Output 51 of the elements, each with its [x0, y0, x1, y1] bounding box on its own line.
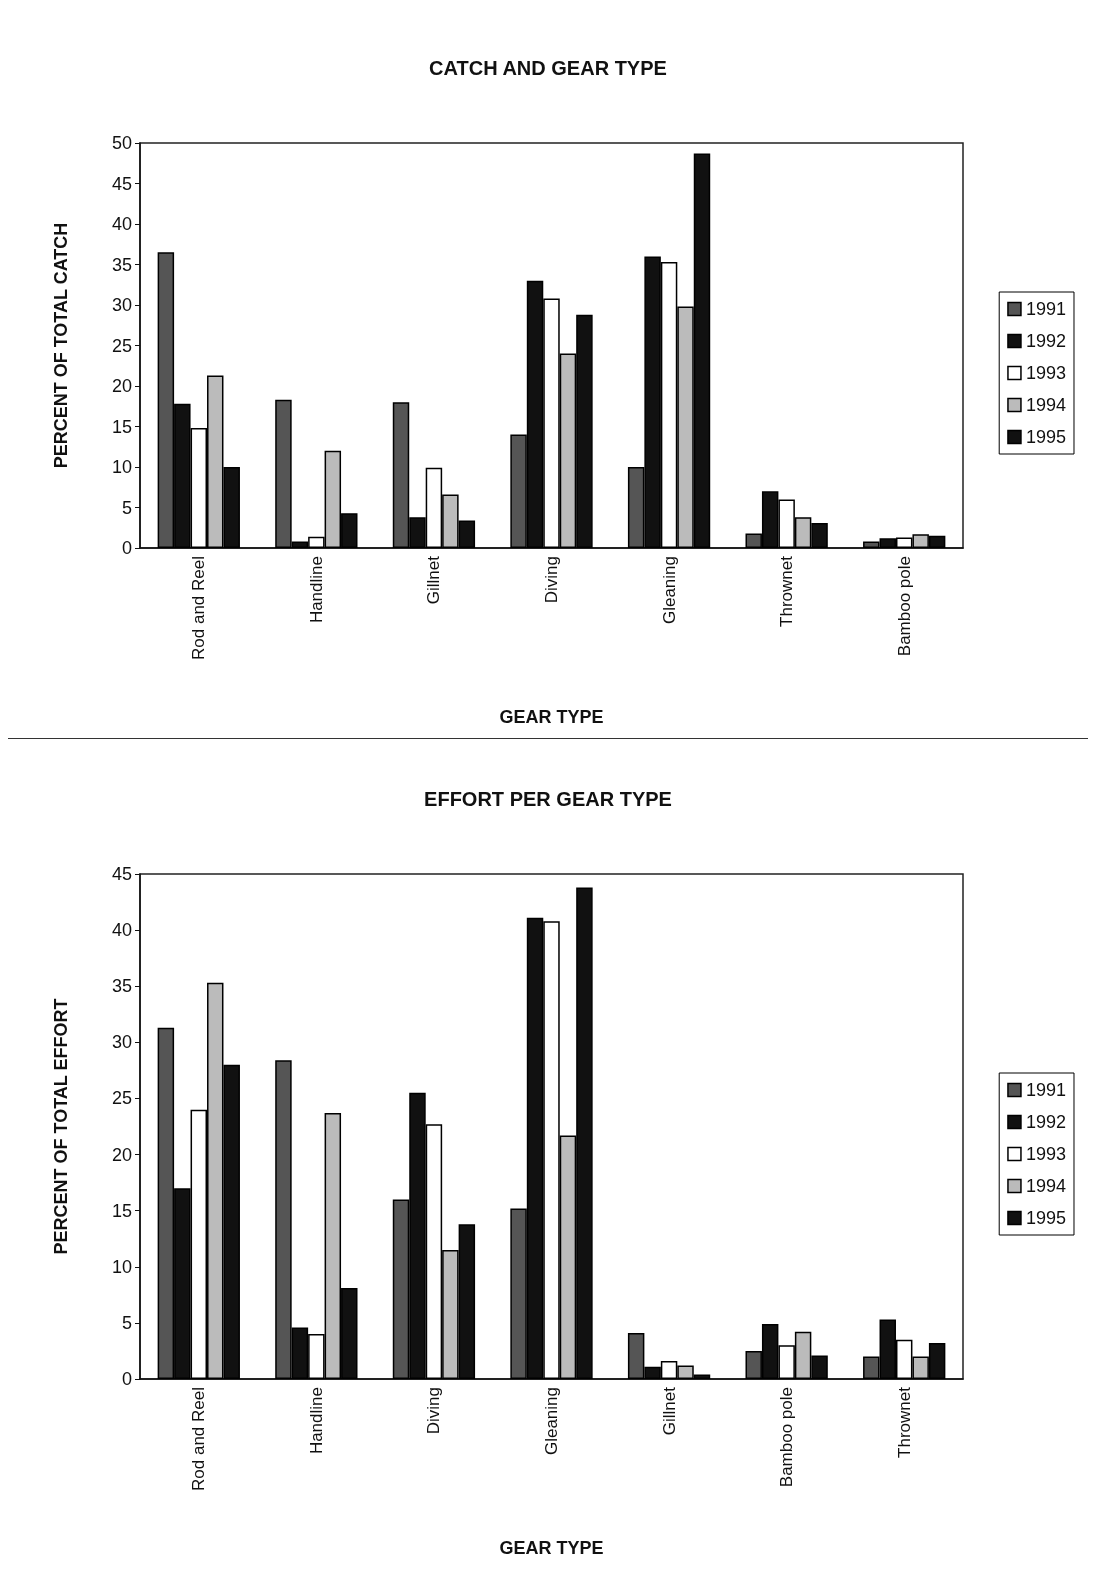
- y-tick-label: 35: [111, 976, 132, 997]
- x-axis-title: GEAR TYPE: [499, 707, 604, 727]
- y-tick-label: 45: [111, 173, 132, 194]
- x-axis-title: GEAR TYPE: [499, 1538, 604, 1558]
- legend-label: 1993: [1025, 363, 1066, 383]
- chart-title: EFFORT PER GEAR TYPE: [424, 788, 672, 810]
- y-tick-label: 30: [111, 295, 132, 315]
- legend-label: 1992: [1025, 331, 1066, 351]
- y-tick-label: 15: [111, 416, 132, 437]
- x-tick-label: Thrownet: [777, 555, 797, 627]
- y-tick-label: 25: [111, 1088, 132, 1109]
- chart-title: CATCH AND GEAR TYPE: [429, 57, 667, 79]
- y-axis-title: PERCENT OF TOTAL EFFORT: [51, 998, 71, 1255]
- x-tick-label: Handline: [306, 1387, 326, 1455]
- y-tick-label: 5: [121, 497, 132, 518]
- legend-label: 1995: [1025, 427, 1066, 447]
- y-tick-label: 10: [111, 457, 132, 477]
- x-tick-label: Rod and Reel: [189, 1387, 209, 1491]
- y-tick-label: 40: [111, 214, 132, 234]
- x-tick-label: Thrownet: [894, 1386, 914, 1458]
- legend-label: 1993: [1025, 1144, 1066, 1164]
- x-tick-label: Gleaning: [542, 1387, 561, 1456]
- y-tick-label: 50: [111, 133, 132, 153]
- y-tick-label: 20: [111, 1144, 132, 1165]
- y-tick-label: 20: [111, 376, 132, 396]
- y-tick-label: 15: [111, 1200, 132, 1221]
- x-tick-label: Gillnet: [424, 555, 444, 605]
- y-tick-label: 10: [111, 1256, 132, 1277]
- y-tick-label: 40: [111, 920, 132, 941]
- legend-label: 1995: [1025, 1208, 1066, 1228]
- legend-label: 1992: [1025, 1112, 1066, 1132]
- y-tick-label: 0: [121, 538, 132, 558]
- y-tick-label: 45: [111, 864, 132, 884]
- y-tick-label: 5: [121, 1312, 132, 1333]
- x-tick-label: Handline: [306, 556, 326, 624]
- legend-label: 1991: [1025, 1080, 1066, 1100]
- legend-label: 1994: [1025, 1176, 1066, 1196]
- y-tick-label: 25: [111, 335, 132, 356]
- y-tick-label: 0: [121, 1369, 132, 1389]
- x-tick-label: Diving: [424, 1387, 444, 1435]
- y-axis-title: PERCENT OF TOTAL CATCH: [51, 222, 71, 469]
- legend-label: 1991: [1025, 299, 1066, 319]
- y-tick-label: 35: [111, 254, 132, 275]
- legend-label: 1994: [1025, 395, 1066, 415]
- x-tick-label: Diving: [542, 556, 561, 604]
- x-tick-label: Gleaning: [659, 556, 679, 625]
- x-tick-label: Rod and Reel: [189, 556, 209, 660]
- x-tick-label: Bamboo pole: [777, 1387, 797, 1488]
- x-tick-label: Gillnet: [659, 1386, 679, 1436]
- y-tick-label: 30: [111, 1032, 132, 1053]
- x-tick-label: Bamboo pole: [894, 556, 914, 657]
